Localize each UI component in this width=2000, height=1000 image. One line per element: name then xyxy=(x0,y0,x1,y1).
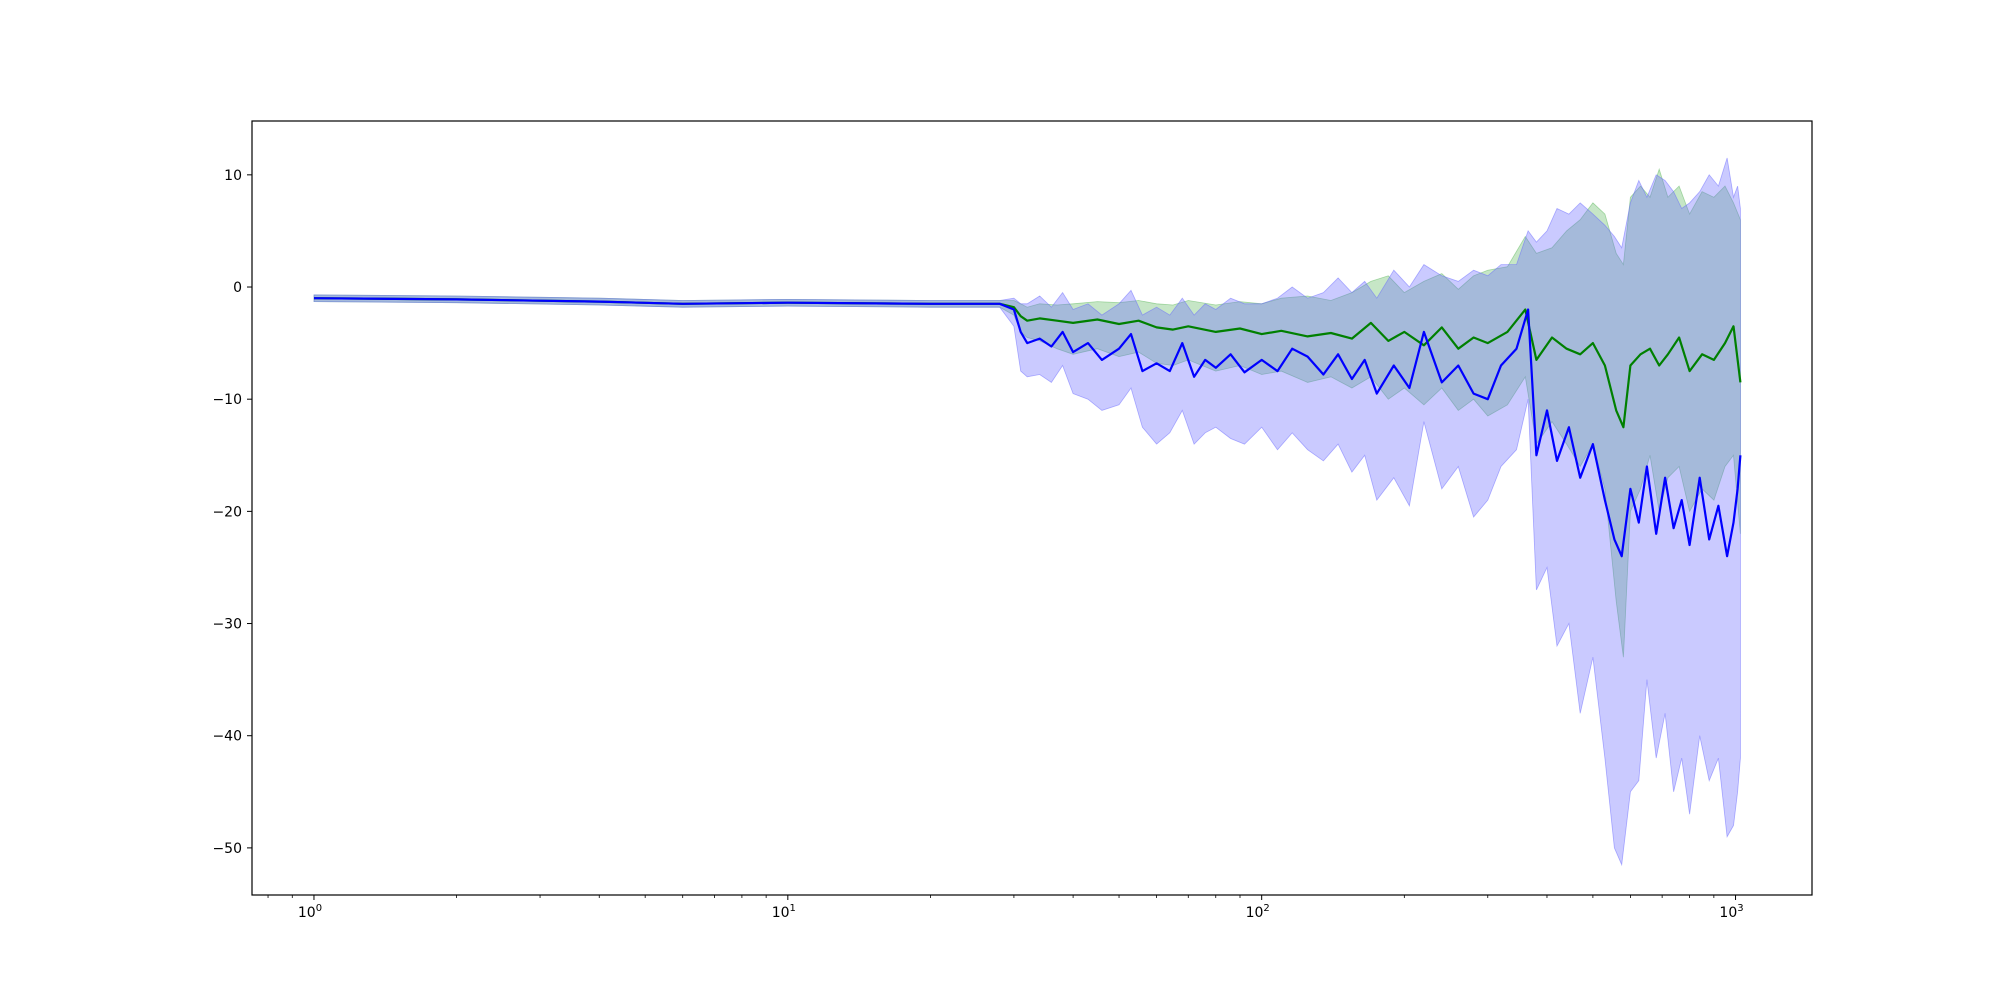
y-tick-label: −10 xyxy=(212,392,242,408)
series-2-line xyxy=(313,297,1742,558)
y-tick-label: −30 xyxy=(212,617,242,633)
y-tick-label: 0 xyxy=(233,280,242,296)
plot-frame xyxy=(251,120,1813,896)
series-layer xyxy=(313,157,1742,867)
y-tick-label: −40 xyxy=(212,729,242,745)
x-axis: 100 101 102 103 xyxy=(267,895,1744,921)
y-axis: 10 0 −10 −20 −30 −40 −50 xyxy=(212,168,252,857)
series-1-line xyxy=(313,297,1742,429)
x-tick-label: 103 xyxy=(1719,903,1743,921)
x-tick-label: 102 xyxy=(1246,903,1270,921)
x-tick-label: 100 xyxy=(298,903,322,921)
y-tick-label: 10 xyxy=(224,168,242,184)
y-tick-label: −20 xyxy=(212,504,242,520)
y-tick-label: −50 xyxy=(212,841,242,857)
x-tick-label: 101 xyxy=(772,903,796,921)
